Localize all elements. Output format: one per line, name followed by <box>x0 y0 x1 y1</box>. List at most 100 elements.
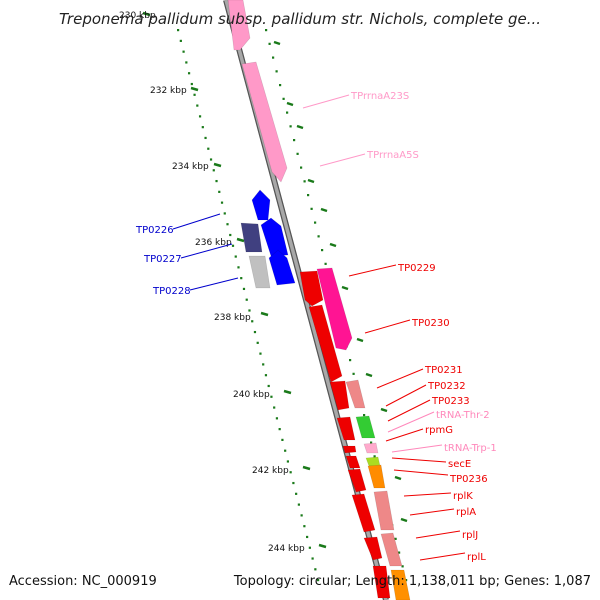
tick-label: 238 kbp <box>214 313 251 323</box>
tick-label: 244 kbp <box>268 544 305 554</box>
inner-tick-dot <box>198 115 202 118</box>
inner-tick-dot <box>251 320 254 323</box>
inner-tick-dot <box>193 93 196 96</box>
outer-tick-dot <box>296 152 299 155</box>
inner-tick-dot <box>229 233 232 237</box>
outer-tick-dot <box>373 455 376 458</box>
cds-feature <box>240 222 263 253</box>
gene-leader-line <box>319 153 366 167</box>
inner-tick-dot <box>278 428 281 431</box>
inner-tick-dot <box>177 29 180 32</box>
outer-tick-dot <box>317 235 320 238</box>
outer-tick-dot <box>282 97 285 100</box>
cds-feature <box>351 493 376 533</box>
inner-tick-dot <box>303 525 306 528</box>
tick-label: 236 kbp <box>195 238 232 248</box>
inner-tick-dot <box>264 374 268 377</box>
outer-tick-dot <box>324 262 327 265</box>
minor-tick <box>394 475 402 481</box>
outer-tick-dot <box>398 551 401 554</box>
inner-tick-dot <box>196 104 199 107</box>
minor-tick <box>296 124 304 130</box>
inner-tick-dot <box>218 190 221 193</box>
outer-tick-dot <box>275 70 278 73</box>
inner-tick-dot <box>314 568 317 571</box>
inner-tick-dot <box>306 535 309 539</box>
cds-feature <box>342 445 357 454</box>
inner-tick-dot <box>204 136 207 140</box>
major-tick <box>260 311 269 317</box>
feature-track <box>223 0 411 600</box>
cds-feature <box>345 379 366 409</box>
inner-tick-dot <box>300 514 303 517</box>
major-tick <box>190 86 199 92</box>
gene-leader-line <box>385 384 427 407</box>
inner-tick-dot <box>242 287 246 291</box>
gene-leader-line <box>302 94 350 109</box>
inner-tick-dot <box>223 212 226 215</box>
gene-label: TP0227 <box>143 254 182 265</box>
cds-feature <box>347 468 367 493</box>
cds-feature <box>372 565 391 599</box>
gene-label: rpmG <box>425 425 453 436</box>
gene-leader-line <box>364 319 411 334</box>
gene-leader-line <box>403 492 452 497</box>
inner-tick-dot <box>185 61 188 64</box>
gene-label: TP0236 <box>449 474 488 485</box>
inner-tick-dot <box>207 147 210 150</box>
gene-leader-line <box>376 368 424 389</box>
gene-leader-line <box>180 243 233 259</box>
inner-tick-dot <box>182 50 185 53</box>
outer-tick-dot <box>293 139 296 142</box>
cds-feature <box>355 415 376 439</box>
cds-feature <box>373 490 395 531</box>
major-tick <box>213 162 222 168</box>
inner-tick-dot <box>273 406 276 409</box>
inner-tick-dot <box>256 341 259 344</box>
inner-tick-dot <box>253 330 257 334</box>
gene-leader-line <box>415 530 461 539</box>
cds-feature <box>336 416 356 441</box>
minor-tick <box>320 207 328 213</box>
outer-tick-dot <box>321 249 324 252</box>
gene-label: tRNA-Trp-1 <box>444 443 497 454</box>
minor-tick <box>341 285 349 291</box>
outer-tick-dot <box>303 180 306 183</box>
tick-label: 240 kbp <box>233 390 270 400</box>
accession-text: Accession: NC_000919 <box>9 574 157 589</box>
tick-label: 234 kbp <box>172 162 209 172</box>
gene-leader-line <box>387 411 435 433</box>
cds-feature <box>329 380 350 411</box>
outer-tick-dot <box>314 221 317 224</box>
gene-leader-line <box>189 277 239 291</box>
tick-label: 242 kbp <box>252 466 289 476</box>
gene-leader-line <box>391 444 443 453</box>
gene-leader-line <box>387 399 431 422</box>
minor-tick <box>286 101 294 107</box>
cds-feature <box>260 217 289 257</box>
outer-tick-dot <box>268 42 271 45</box>
outer-tick-dot <box>307 194 310 197</box>
major-tick <box>302 465 311 471</box>
outer-tick-dot <box>401 565 404 568</box>
inner-tick-dot <box>286 460 290 463</box>
cds-feature <box>365 456 381 467</box>
major-tick <box>283 389 292 395</box>
genome-summary: Topology: circular; Length: 1,138,011 bp… <box>233 574 591 589</box>
gene-label: rplK <box>453 491 473 502</box>
cds-feature <box>251 189 271 221</box>
cds-feature <box>345 455 361 469</box>
inner-tick-dot <box>292 481 295 485</box>
tick-label: 230 kbp <box>119 11 156 21</box>
gene-leader-line <box>385 428 424 442</box>
major-tick <box>142 11 151 17</box>
gene-label: TPrrnaA23S <box>350 91 409 102</box>
trna-feature <box>363 442 379 454</box>
inner-tick-dot <box>248 309 251 312</box>
cds-feature <box>380 532 403 567</box>
cds-feature <box>299 270 324 307</box>
outer-tick-dot <box>265 29 268 32</box>
gene-label: rplJ <box>462 530 478 541</box>
outer-tick-dot <box>300 166 303 169</box>
